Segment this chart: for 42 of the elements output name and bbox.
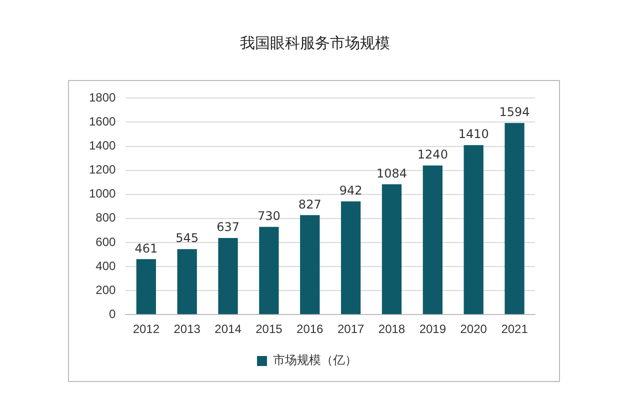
data-label: 942 — [339, 183, 362, 198]
x-tick-label: 2020 — [460, 322, 488, 336]
data-label: 545 — [176, 231, 199, 246]
bar — [218, 238, 238, 314]
bar — [422, 166, 442, 314]
y-tick-label: 1000 — [88, 186, 116, 201]
legend-label: 市场规模（亿） — [273, 353, 357, 368]
data-label: 461 — [134, 241, 158, 256]
x-tick-label: 2017 — [337, 322, 364, 336]
chart-title: 我国眼科服务市场规模 — [239, 34, 391, 53]
y-tick-label: 0 — [109, 306, 116, 321]
y-tick-label: 1400 — [88, 138, 116, 153]
bar — [300, 215, 320, 314]
x-tick-label: 2012 — [132, 322, 160, 336]
x-tick-label: 2021 — [501, 322, 528, 336]
data-label: 1594 — [499, 105, 530, 120]
bar — [382, 184, 402, 314]
x-tick-label: 2019 — [419, 322, 446, 336]
bar — [504, 122, 524, 314]
y-tick-label: 800 — [96, 210, 116, 225]
bar — [136, 259, 156, 314]
x-tick-label: 2013 — [174, 322, 201, 336]
data-label: 637 — [216, 220, 240, 234]
bar — [259, 226, 279, 314]
data-label: 1084 — [376, 166, 408, 180]
y-tick-label: 1200 — [88, 162, 116, 177]
y-tick-label: 600 — [96, 234, 116, 249]
data-label: 730 — [258, 208, 280, 223]
bar — [340, 201, 361, 314]
data-label: 1410 — [458, 127, 489, 142]
x-tick-label: 2018 — [378, 322, 406, 336]
y-tick-label: 1800 — [88, 90, 116, 105]
data-label: 827 — [298, 197, 322, 212]
y-tick-label: 400 — [96, 258, 116, 273]
data-label: 1240 — [417, 148, 448, 162]
y-tick-label: 200 — [96, 282, 116, 297]
bar — [464, 145, 484, 314]
x-tick-label: 2016 — [296, 322, 324, 336]
y-tick-label: 1600 — [88, 114, 116, 129]
x-tick-label: 2015 — [256, 322, 283, 336]
x-tick-label: 2014 — [214, 322, 242, 336]
bar — [177, 249, 197, 314]
